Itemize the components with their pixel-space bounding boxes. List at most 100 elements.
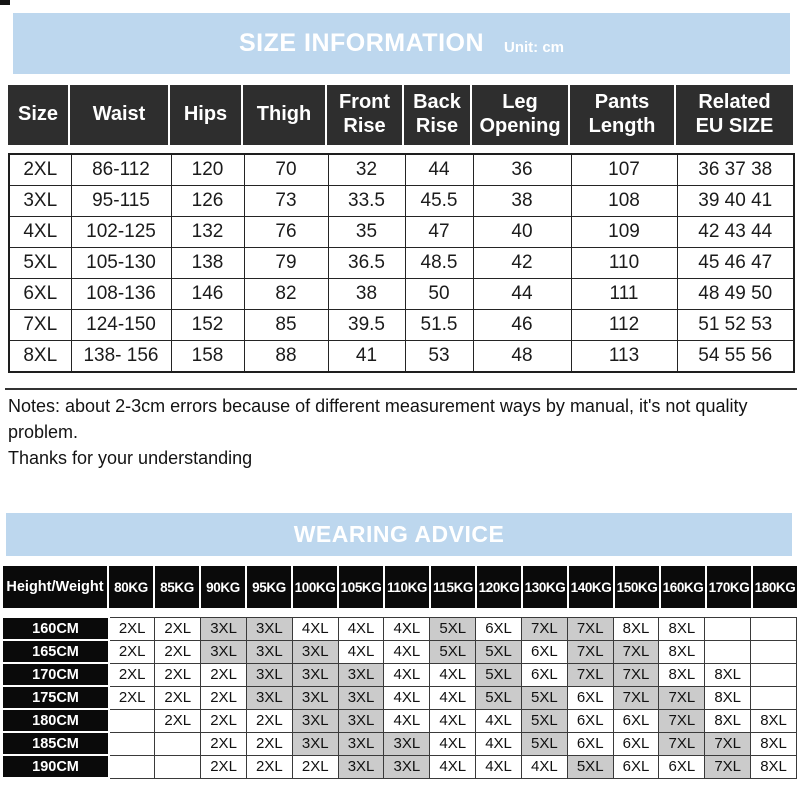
- recommended-size-cell: 2XL: [154, 662, 202, 687]
- wearing-row-180cm: 180CM 2XL 2XL 2XL 3XL 3XL 4XL 4XL 4XL 5XL 6XL 6XL 7X…: [3, 708, 797, 733]
- recommended-size-cell: 6XL: [658, 754, 706, 779]
- recommended-size-cell: 2XL: [154, 639, 202, 664]
- recommended-size-cell: 4XL: [429, 685, 477, 710]
- recommended-size-cell: 2XL: [200, 754, 247, 779]
- recommended-size-cell: 3XL: [245, 662, 293, 687]
- weight-column-header: 110KG: [385, 566, 429, 608]
- recommended-size-cell: 2XL: [245, 754, 293, 779]
- recommended-size-cell: 7XL: [704, 731, 752, 756]
- recommended-size-cell: 8XL: [658, 616, 706, 641]
- size-row-8xl: 8XL 138- 156 158 88 41 53 48 113 54 55 56: [8, 340, 795, 373]
- measurement-value: 108: [570, 185, 678, 217]
- measurement-value: 102-125: [70, 216, 172, 248]
- measurement-value: 47: [404, 216, 474, 248]
- recommended-size-cell: 3XL: [337, 708, 385, 733]
- wearing-advice-table: 160CM 2XL 2XL 3XL 3XL 4XL 4XL 4XL 5XL 6XL 7XL 7XL 8X…: [3, 616, 797, 779]
- measurement-value: 41: [327, 340, 406, 373]
- measurement-value: 33.5: [327, 185, 406, 217]
- recommended-size-cell: 5XL: [475, 685, 522, 710]
- size-row-7xl: 7XL 124-150 152 85 39.5 51.5 46 112 51 52 53: [8, 309, 795, 341]
- recommended-size-cell: 3XL: [291, 662, 339, 687]
- wearing-advice-title: WEARING ADVICE: [293, 521, 505, 547]
- measurement-value: 40: [472, 216, 572, 248]
- recommended-size-cell: 3XL: [291, 639, 339, 664]
- size-row-4xl: 4XL 102-125 132 76 35 47 40 109 42 43 44: [8, 216, 795, 248]
- size-label: 8XL: [8, 340, 72, 373]
- size-column-header: Hips: [170, 85, 241, 145]
- empty-size-cell: [750, 662, 797, 687]
- recommended-size-cell: 2XL: [154, 685, 202, 710]
- recommended-size-cell: 5XL: [520, 685, 568, 710]
- recommended-size-cell: 5XL: [475, 662, 522, 687]
- recommended-size-cell: 4XL: [383, 708, 431, 733]
- measurement-value: 36 37 38: [676, 153, 795, 186]
- weight-column-header: 180KG: [753, 566, 797, 608]
- recommended-size-cell: 4XL: [429, 708, 477, 733]
- measurement-value: 112: [570, 309, 678, 341]
- wearing-row-175cm: 175CM 2XL 2XL 2XL 3XL 3XL 3XL 4XL 4XL 5XL 5XL 6XL 7X…: [3, 685, 797, 710]
- measurement-value: 105-130: [70, 247, 172, 279]
- size-row-6xl: 6XL 108-136 146 82 38 50 44 111 48 49 50: [8, 278, 795, 310]
- weight-column-header: 100KG: [293, 566, 337, 608]
- measurement-value: 146: [170, 278, 245, 310]
- recommended-size-cell: 6XL: [475, 616, 522, 641]
- recommended-size-cell: 3XL: [383, 731, 431, 756]
- height-row-label: 190CM: [3, 754, 110, 779]
- weight-column-header: 150KG: [615, 566, 659, 608]
- recommended-size-cell: 2XL: [154, 708, 202, 733]
- height-row-label: 180CM: [3, 708, 110, 733]
- wearing-row-170cm: 170CM 2XL 2XL 2XL 3XL 3XL 3XL 4XL 4XL 5XL 6XL 7XL 7X…: [3, 662, 797, 687]
- measurement-value: 107: [570, 153, 678, 186]
- size-information-title: SIZE INFORMATION: [238, 29, 485, 57]
- measurement-value: 35: [327, 216, 406, 248]
- recommended-size-cell: 2XL: [108, 639, 156, 664]
- recommended-size-cell: 6XL: [566, 685, 614, 710]
- measurement-value: 51.5: [404, 309, 474, 341]
- measurement-value: 138- 156: [70, 340, 172, 373]
- wearing-table-header-row: Height/Weight 80KG 85KG 90KG 95KG 100KG 105KG 1…: [3, 566, 797, 608]
- recommended-size-cell: 6XL: [612, 708, 660, 733]
- recommended-size-cell: 2XL: [245, 731, 293, 756]
- recommended-size-cell: 3XL: [337, 685, 385, 710]
- empty-size-cell: [704, 616, 752, 641]
- size-table-header-row: Size Waist Hips Thigh Front Rise Back Rise Leg…: [8, 85, 793, 145]
- recommended-size-cell: 6XL: [612, 754, 660, 779]
- size-row-5xl: 5XL 105-130 138 79 36.5 48.5 42 110 45 46 47: [8, 247, 795, 279]
- size-column-header: Leg Opening: [472, 85, 568, 145]
- recommended-size-cell: 6XL: [612, 731, 660, 756]
- recommended-size-cell: 2XL: [108, 662, 156, 687]
- size-column-header: Related EU SIZE: [676, 85, 793, 145]
- empty-size-cell: [108, 731, 156, 756]
- measurement-value: 46: [472, 309, 572, 341]
- recommended-size-cell: 7XL: [566, 639, 614, 664]
- recommended-size-cell: 5XL: [429, 639, 477, 664]
- measurement-value: 111: [570, 278, 678, 310]
- recommended-size-cell: 7XL: [520, 616, 568, 641]
- measurement-value: 132: [170, 216, 245, 248]
- weight-column-header: 85KG: [155, 566, 199, 608]
- recommended-size-cell: 4XL: [429, 754, 477, 779]
- recommended-size-cell: 2XL: [108, 685, 156, 710]
- recommended-size-cell: 7XL: [612, 662, 660, 687]
- recommended-size-cell: 4XL: [475, 731, 522, 756]
- weight-column-header: 95KG: [247, 566, 291, 608]
- recommended-size-cell: 5XL: [475, 639, 522, 664]
- measurement-value: 54 55 56: [676, 340, 795, 373]
- notes-section: Notes: about 2-3cm errors because of dif…: [8, 393, 792, 471]
- recommended-size-cell: 8XL: [750, 731, 797, 756]
- measurement-value: 48.5: [404, 247, 474, 279]
- empty-size-cell: [154, 754, 202, 779]
- measurement-value: 110: [570, 247, 678, 279]
- measurement-value: 152: [170, 309, 245, 341]
- size-column-header: Pants Length: [570, 85, 674, 145]
- measurement-value: 45.5: [404, 185, 474, 217]
- measurement-value: 36.5: [327, 247, 406, 279]
- recommended-size-cell: 5XL: [520, 731, 568, 756]
- weight-column-header: 90KG: [201, 566, 245, 608]
- recommended-size-cell: 7XL: [612, 685, 660, 710]
- recommended-size-cell: 2XL: [200, 685, 247, 710]
- weight-column-header: 120KG: [477, 566, 521, 608]
- height-row-label: 170CM: [3, 662, 110, 687]
- height-row-label: 165CM: [3, 639, 110, 664]
